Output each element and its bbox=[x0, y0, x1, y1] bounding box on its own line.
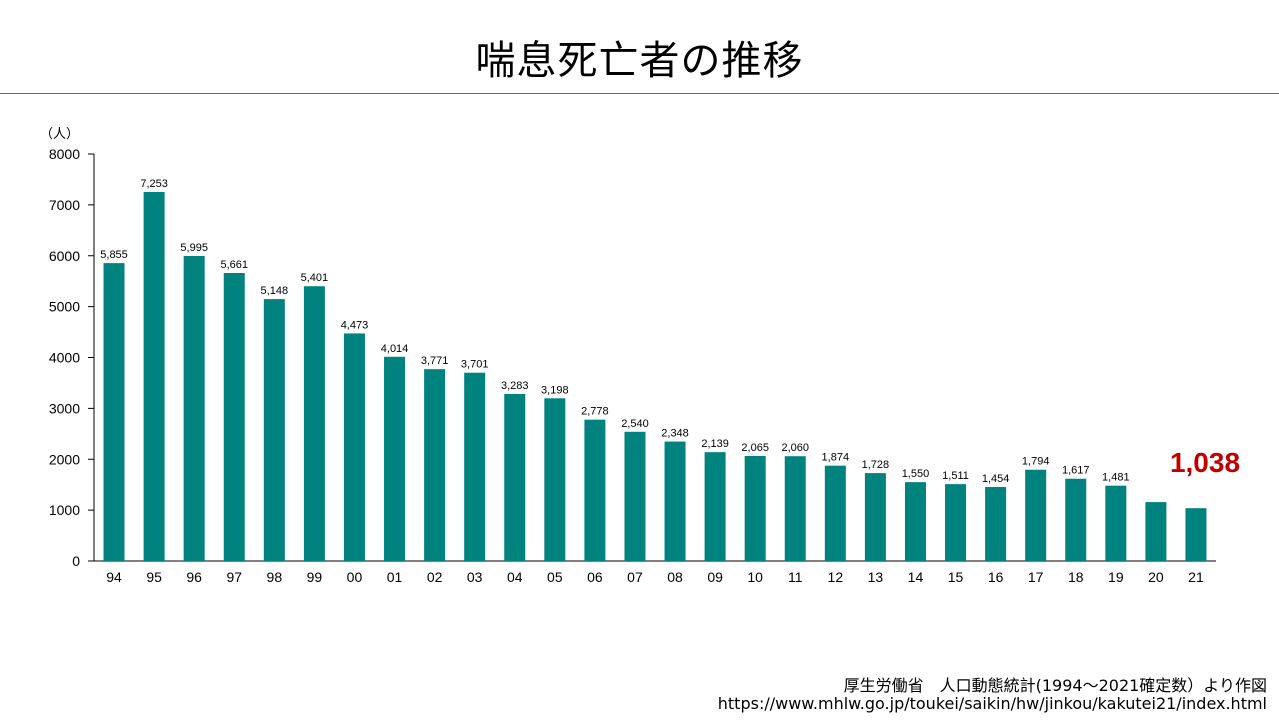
x-tick-label: 17 bbox=[1028, 569, 1044, 585]
bar bbox=[504, 393, 526, 561]
data-label: 5,661 bbox=[220, 259, 248, 271]
data-label: 5,401 bbox=[301, 272, 329, 284]
bar bbox=[1145, 502, 1167, 561]
bar bbox=[1065, 478, 1087, 561]
bar bbox=[343, 333, 365, 561]
data-label: 2,139 bbox=[701, 438, 729, 450]
data-label: 7,253 bbox=[140, 178, 168, 190]
data-label: 1,728 bbox=[862, 459, 890, 471]
x-tick-label: 07 bbox=[627, 569, 643, 585]
x-tick-label: 10 bbox=[747, 569, 763, 585]
y-axis-unit-label: （人） bbox=[40, 127, 79, 142]
data-label: 3,283 bbox=[501, 380, 529, 392]
bar bbox=[384, 356, 406, 561]
page-title: 喘息死亡者の推移 bbox=[475, 38, 804, 84]
data-label: 1,874 bbox=[822, 452, 850, 464]
x-tick-label: 95 bbox=[146, 569, 162, 585]
bar bbox=[424, 369, 446, 561]
x-tick-label: 00 bbox=[347, 569, 363, 585]
x-tick-label: 12 bbox=[828, 569, 844, 585]
highlight-value-label: 1,038 bbox=[1170, 447, 1240, 478]
x-tick-label: 97 bbox=[226, 569, 242, 585]
bar bbox=[1025, 469, 1047, 561]
data-label: 2,540 bbox=[621, 418, 649, 430]
data-label: 1,481 bbox=[1102, 472, 1130, 484]
y-tick-label: 0 bbox=[72, 553, 80, 569]
bar bbox=[945, 484, 967, 561]
bar bbox=[303, 286, 325, 561]
x-tick-label: 01 bbox=[387, 569, 403, 585]
x-tick-label: 96 bbox=[186, 569, 202, 585]
y-tick-label: 6000 bbox=[49, 248, 80, 264]
x-tick-label: 16 bbox=[988, 569, 1004, 585]
data-label: 1,794 bbox=[1022, 456, 1050, 468]
y-tick-label: 2000 bbox=[49, 451, 80, 467]
y-tick-label: 4000 bbox=[49, 350, 80, 366]
x-tick-label: 19 bbox=[1108, 569, 1124, 585]
x-tick-label: 04 bbox=[507, 569, 523, 585]
bar bbox=[824, 465, 846, 561]
bar bbox=[584, 419, 606, 561]
data-label: 5,148 bbox=[261, 285, 289, 297]
bar bbox=[864, 473, 886, 561]
bar bbox=[985, 487, 1007, 561]
y-tick-label: 3000 bbox=[49, 400, 80, 416]
x-tick-label: 09 bbox=[707, 569, 723, 585]
bar bbox=[1185, 508, 1207, 561]
x-tick-label: 02 bbox=[427, 569, 443, 585]
x-tick-label: 21 bbox=[1188, 569, 1204, 585]
x-tick-label: 18 bbox=[1068, 569, 1084, 585]
data-label: 4,014 bbox=[381, 343, 409, 355]
data-label: 1,511 bbox=[942, 470, 969, 482]
x-tick-label: 99 bbox=[307, 569, 323, 585]
bar bbox=[183, 256, 205, 561]
y-tick-label: 8000 bbox=[49, 146, 80, 162]
x-tick-label: 94 bbox=[106, 569, 122, 585]
bar bbox=[223, 272, 245, 561]
bar bbox=[464, 372, 486, 561]
data-label: 1,617 bbox=[1062, 465, 1090, 477]
source-url: https://www.mhlw.go.jp/toukei/saikin/hw/… bbox=[717, 694, 1267, 713]
y-tick-label: 5000 bbox=[49, 299, 80, 315]
data-label: 4,473 bbox=[341, 319, 369, 331]
x-tick-label: 14 bbox=[908, 569, 924, 585]
bar bbox=[263, 299, 285, 561]
source-citation: 厚生労働省 人口動態統計(1994～2021確定数）より作図 bbox=[843, 676, 1267, 695]
data-label: 3,198 bbox=[541, 384, 569, 396]
bar bbox=[744, 455, 766, 561]
data-label: 2,060 bbox=[781, 442, 809, 454]
x-tick-label: 06 bbox=[587, 569, 603, 585]
data-label: 2,348 bbox=[661, 428, 689, 440]
bar bbox=[904, 482, 926, 561]
data-label: 5,995 bbox=[180, 242, 208, 254]
x-tick-label: 98 bbox=[267, 569, 283, 585]
data-label: 5,855 bbox=[100, 249, 128, 261]
x-tick-label: 15 bbox=[948, 569, 964, 585]
x-tick-label: 20 bbox=[1148, 569, 1164, 585]
y-tick-label: 7000 bbox=[49, 197, 80, 213]
x-tick-label: 03 bbox=[467, 569, 483, 585]
x-tick-label: 13 bbox=[868, 569, 884, 585]
data-label: 1,454 bbox=[982, 473, 1010, 485]
data-label: 1,550 bbox=[902, 468, 930, 480]
bar bbox=[664, 441, 686, 561]
bar bbox=[704, 452, 726, 561]
bar bbox=[544, 398, 566, 561]
x-tick-label: 11 bbox=[788, 569, 803, 585]
bar bbox=[143, 192, 165, 561]
data-label: 2,778 bbox=[581, 406, 609, 418]
bar bbox=[624, 431, 646, 561]
x-tick-label: 08 bbox=[667, 569, 683, 585]
data-label: 3,771 bbox=[421, 355, 449, 367]
bar bbox=[103, 263, 125, 561]
title-divider bbox=[0, 93, 1279, 94]
y-tick-label: 1000 bbox=[49, 502, 80, 518]
bar bbox=[1105, 485, 1127, 561]
bar bbox=[784, 456, 806, 561]
x-tick-label: 05 bbox=[547, 569, 563, 585]
data-label: 2,065 bbox=[741, 442, 769, 454]
data-label: 3,701 bbox=[461, 359, 489, 371]
